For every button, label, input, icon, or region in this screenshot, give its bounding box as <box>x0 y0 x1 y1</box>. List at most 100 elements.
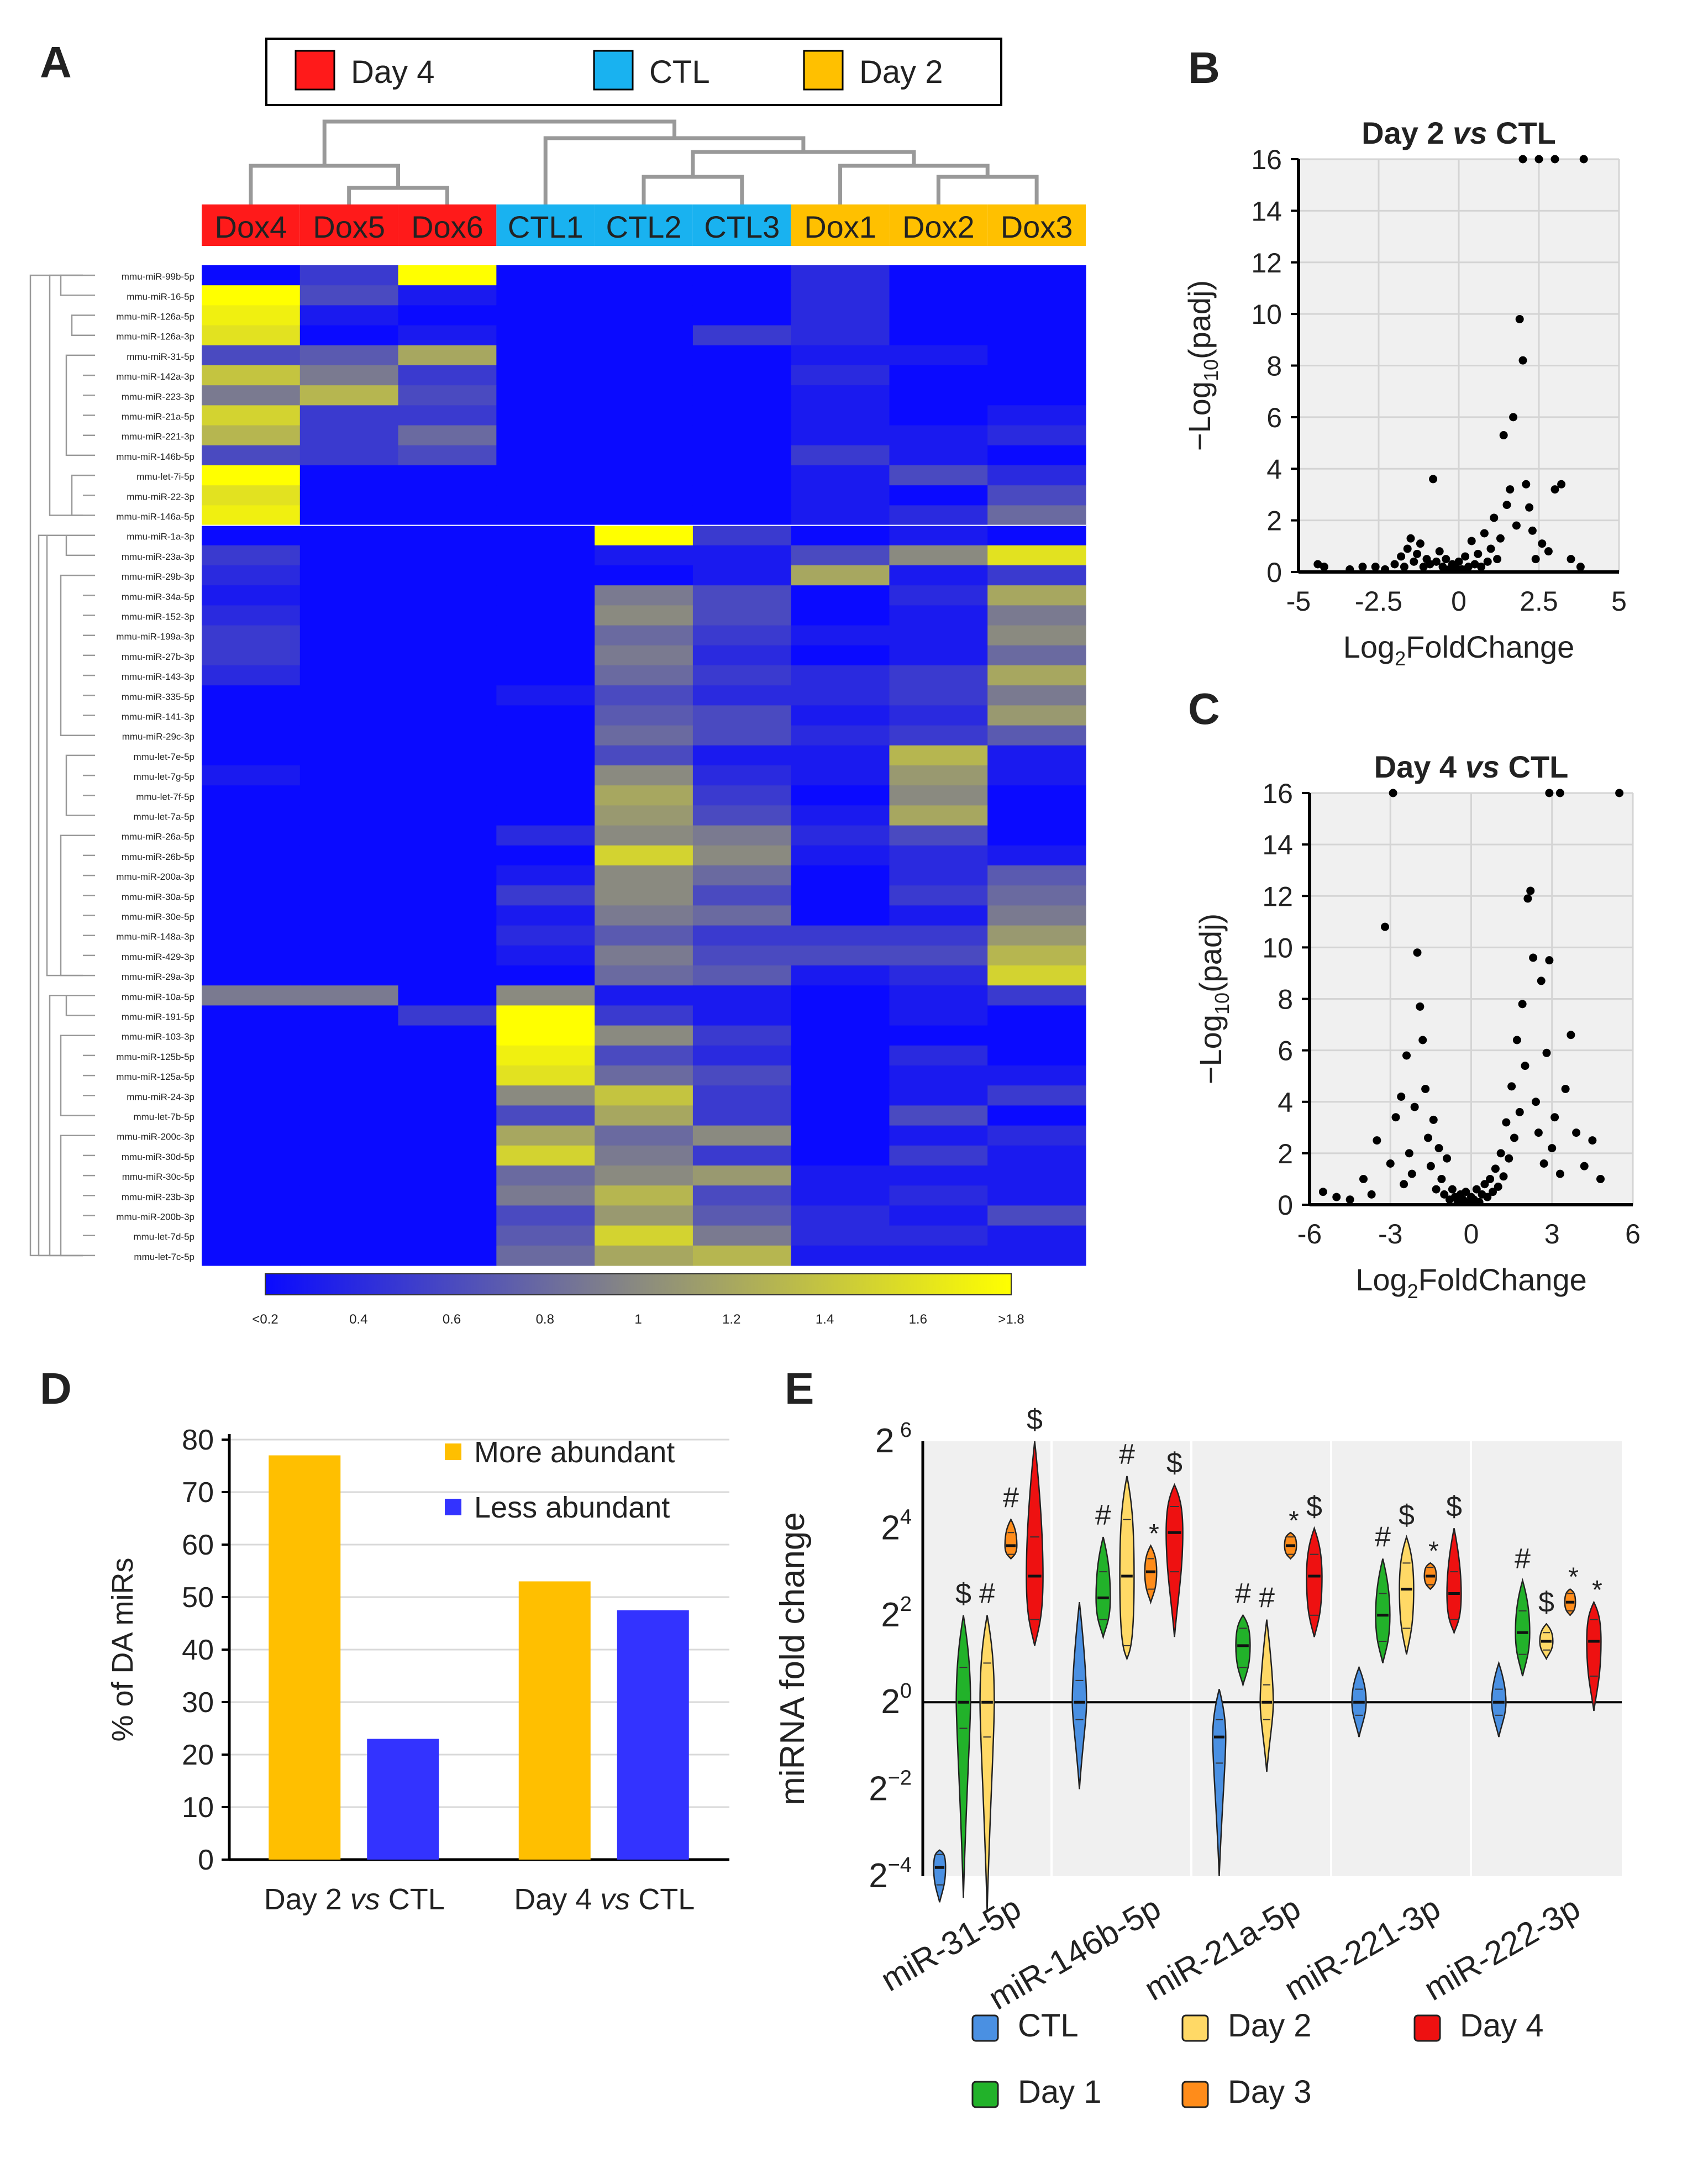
heatmap-cell <box>595 525 693 546</box>
colorbar-tick-label: 0.4 <box>349 1312 367 1327</box>
heatmap-cell <box>595 625 693 646</box>
y-tick-label: 8 <box>1278 984 1293 1015</box>
heatmap-cell <box>889 1005 988 1026</box>
data-point <box>1491 1164 1500 1173</box>
heatmap-cell <box>496 1085 595 1106</box>
heatmap-cell <box>692 725 792 746</box>
heatmap-cell <box>496 1145 595 1166</box>
row-label: mmu-let-7b-5p <box>133 1111 195 1122</box>
colorbar-tick-label: 1.2 <box>722 1312 740 1327</box>
heatmap-cell <box>496 325 595 346</box>
row-label: mmu-let-7a-5p <box>133 811 195 822</box>
heatmap-cell <box>595 1125 693 1146</box>
data-point <box>1381 922 1389 931</box>
heatmap-cell <box>889 945 988 966</box>
heatmap-cell <box>595 925 693 946</box>
heatmap-cell <box>496 785 595 806</box>
data-point <box>1426 1162 1435 1170</box>
heatmap-cell <box>791 1145 890 1166</box>
x-tick-label: miR-221-3p <box>1278 1889 1447 2008</box>
data-point <box>1545 789 1554 797</box>
data-point <box>1529 953 1538 962</box>
heatmap-cell <box>398 365 497 386</box>
data-point <box>1499 431 1508 440</box>
data-point <box>1320 563 1328 571</box>
data-point <box>1525 503 1534 512</box>
heatmap-cell <box>202 965 301 986</box>
colorbar-tick-label: <0.2 <box>252 1312 278 1327</box>
data-point <box>1371 563 1380 571</box>
heatmap-cell <box>299 525 399 546</box>
heatmap-cell <box>987 405 1086 426</box>
heatmap-cell <box>791 885 890 906</box>
heatmap-cell <box>202 385 301 406</box>
heatmap-cell <box>595 1105 693 1126</box>
heatmap-cell <box>889 765 988 786</box>
x-axis-label: Log2FoldChange <box>1343 629 1575 670</box>
heatmap-cell <box>987 845 1086 866</box>
dendrogram-branch <box>936 175 1039 204</box>
heatmap-cell <box>202 985 301 1006</box>
heatmap-cell <box>398 445 497 466</box>
heatmap-cell <box>299 1065 399 1086</box>
heatmap-cell <box>202 745 301 766</box>
significance-mark: $ <box>1306 1490 1322 1523</box>
volcano-plot-day4: 0 2 4 6 8 10 12 14 16 -6 -3 0 3 6 Day 4 vs CTL Log2Fold… <box>1193 749 1641 1303</box>
heatmap-cell <box>791 285 890 306</box>
heatmap-cell <box>299 705 399 726</box>
data-point <box>1472 1185 1481 1194</box>
heatmap-cell <box>791 865 890 886</box>
heatmap-cell <box>889 525 988 546</box>
data-point <box>1548 1144 1557 1153</box>
plot-title: Day 2 vs CTL <box>1362 116 1556 150</box>
heatmap-cell <box>202 285 301 306</box>
significance-mark: # <box>1235 1578 1251 1610</box>
heatmap-cell <box>398 785 497 806</box>
heatmap-cell <box>299 985 399 1006</box>
heatmap-cell <box>791 1065 890 1086</box>
heatmap-cell <box>987 1245 1086 1266</box>
heatmap-cell <box>791 585 890 606</box>
data-point <box>1462 1188 1470 1196</box>
heatmap-cell <box>889 685 988 706</box>
row-label: mmu-miR-16-5p <box>127 291 195 302</box>
heatmap-cell <box>496 1125 595 1146</box>
dendrogram-branch <box>71 474 83 516</box>
heatmap-cell <box>398 385 497 406</box>
data-point <box>1557 480 1566 489</box>
y-tick-label: 70 <box>182 1477 214 1509</box>
heatmap-cell <box>987 265 1086 286</box>
row-label: mmu-let-7e-5p <box>133 752 195 762</box>
data-point <box>1424 1133 1432 1142</box>
x-axis-label: Log2FoldChange <box>1355 1262 1587 1303</box>
heatmap-cell <box>987 365 1086 386</box>
heatmap-cell <box>889 1205 988 1226</box>
heatmap-cell <box>889 305 988 326</box>
dendrogram-branch <box>49 995 83 1257</box>
row-label: mmu-miR-99b-5p <box>122 271 195 282</box>
heatmap-cell <box>202 705 301 726</box>
x-tick-label: 0 <box>1464 1219 1479 1250</box>
row-label: mmu-miR-152-3p <box>122 611 195 622</box>
column-group-cell <box>398 204 497 246</box>
data-point <box>1534 155 1543 164</box>
heatmap-cell <box>595 505 693 526</box>
row-label: mmu-miR-126a-3p <box>116 332 195 342</box>
significance-mark: $ <box>1538 1587 1554 1619</box>
column-group-cell <box>889 204 988 246</box>
heatmap-cell <box>202 545 301 566</box>
data-point <box>1528 526 1537 535</box>
row-label: mmu-miR-27b-3p <box>122 652 195 662</box>
heatmap-cell <box>496 625 595 646</box>
heatmap-cell <box>202 425 301 446</box>
data-point <box>1521 1062 1529 1070</box>
significance-mark: * <box>1289 1506 1299 1535</box>
data-point <box>1596 1174 1605 1183</box>
heatmap-cell <box>595 1065 693 1086</box>
heatmap-cell <box>692 645 792 666</box>
heatmap-cell <box>595 1005 693 1026</box>
heatmap-cell <box>692 605 792 626</box>
data-point <box>1442 555 1450 564</box>
data-point <box>1467 537 1476 545</box>
heatmap-cell <box>299 545 399 566</box>
